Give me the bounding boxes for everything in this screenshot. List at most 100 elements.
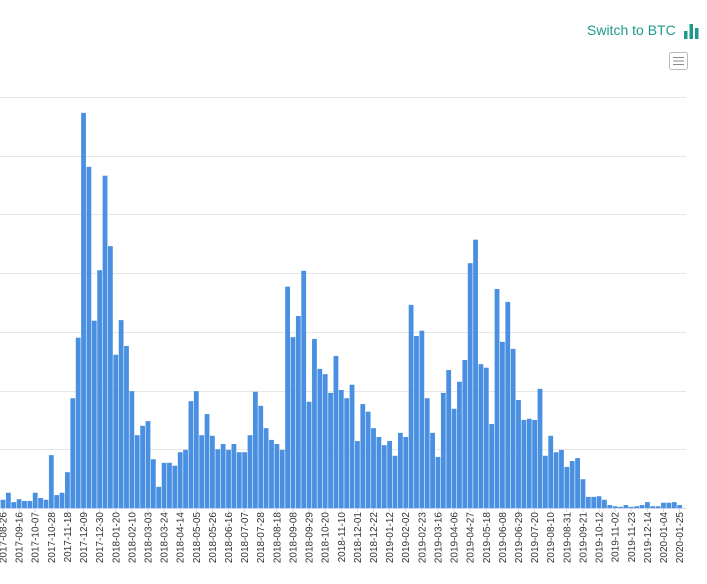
x-tick-label: 2019-02-02 — [401, 512, 412, 564]
bar — [596, 496, 602, 508]
x-tick-label: 2020-01-04 — [659, 512, 670, 564]
bar — [145, 421, 151, 508]
bar — [322, 374, 328, 508]
bar — [537, 388, 543, 508]
bar — [548, 435, 554, 508]
bar — [542, 455, 548, 508]
bar — [129, 391, 135, 508]
bar — [360, 404, 366, 508]
x-tick-label: 2017-10-28 — [47, 512, 58, 564]
menu-button[interactable] — [669, 52, 688, 70]
x-tick-label: 2019-09-21 — [578, 512, 589, 564]
bar — [532, 419, 538, 508]
x-tick-label: 2020-01-25 — [675, 512, 686, 564]
bar — [48, 455, 54, 508]
bar — [172, 465, 178, 508]
bar — [644, 502, 650, 508]
bar — [285, 286, 290, 508]
x-tick-label: 2017-10-07 — [31, 512, 42, 564]
x-tick-label: 2018-03-03 — [143, 512, 154, 564]
bar — [328, 392, 333, 508]
x-tick-label: 2018-05-05 — [192, 512, 203, 564]
bar — [317, 368, 323, 508]
bar — [553, 452, 559, 508]
bar — [81, 112, 86, 509]
bar — [478, 364, 484, 508]
bar — [0, 499, 6, 508]
bar — [183, 449, 188, 508]
x-tick-label: 2019-07-20 — [530, 512, 541, 564]
bar — [107, 246, 113, 509]
bar — [161, 462, 167, 508]
bar — [435, 456, 441, 508]
x-tick-label: 2017-12-30 — [95, 512, 106, 564]
bar — [591, 496, 597, 508]
bar — [124, 345, 129, 508]
bar — [199, 435, 205, 508]
bar — [462, 360, 468, 508]
bar — [188, 401, 194, 508]
switch-currency[interactable]: Switch to BTC — [587, 22, 676, 38]
bar — [59, 492, 65, 508]
bar — [473, 239, 478, 508]
x-tick-label: 2018-02-10 — [127, 512, 138, 564]
bar — [408, 304, 414, 508]
bar — [210, 435, 215, 508]
x-tick-label: 2018-12-22 — [369, 512, 380, 564]
bar — [607, 505, 613, 508]
bar — [290, 337, 296, 508]
bar — [16, 499, 22, 508]
x-tick-label: 2019-05-18 — [482, 512, 493, 564]
bar — [623, 505, 629, 508]
bar — [252, 391, 258, 508]
bar — [355, 441, 360, 508]
bar — [602, 499, 607, 508]
bar — [274, 444, 280, 508]
bar — [167, 462, 172, 508]
bar — [27, 500, 33, 508]
bar — [467, 263, 473, 508]
bar — [580, 479, 586, 508]
bar — [134, 435, 140, 508]
x-tick-label: 2017-12-09 — [79, 512, 90, 564]
bar — [381, 445, 387, 508]
x-tick-label: 2018-05-26 — [208, 512, 219, 564]
bar — [269, 439, 274, 508]
bar — [661, 502, 666, 508]
bar — [236, 452, 242, 508]
x-tick-label: 2018-07-07 — [240, 512, 251, 564]
x-tick-label: 2019-12-14 — [643, 512, 654, 564]
bar — [387, 441, 393, 508]
bar — [32, 492, 38, 508]
bar — [569, 461, 575, 508]
bar — [215, 449, 221, 508]
bar — [397, 432, 403, 508]
bar — [457, 381, 462, 508]
bar — [54, 495, 60, 508]
bar — [451, 408, 457, 508]
bar — [419, 330, 425, 508]
bar — [505, 301, 511, 508]
bar — [671, 502, 677, 508]
x-tick-label: 2018-08-18 — [272, 512, 283, 564]
bar — [150, 459, 156, 508]
bar — [118, 320, 124, 508]
bar — [634, 506, 640, 508]
bar — [65, 472, 70, 508]
bar — [376, 436, 382, 508]
bar — [564, 466, 570, 508]
bar — [220, 444, 226, 508]
chart-icon[interactable] — [684, 24, 699, 39]
bar — [102, 175, 108, 509]
bar — [403, 436, 409, 508]
bar — [414, 335, 419, 508]
bar — [193, 391, 199, 508]
bar — [585, 496, 591, 508]
x-tick-label: 2018-11-10 — [337, 512, 348, 563]
bar — [306, 401, 312, 508]
x-tick-label: 2018-04-14 — [176, 512, 187, 564]
bar — [279, 449, 285, 508]
bar — [242, 452, 248, 508]
